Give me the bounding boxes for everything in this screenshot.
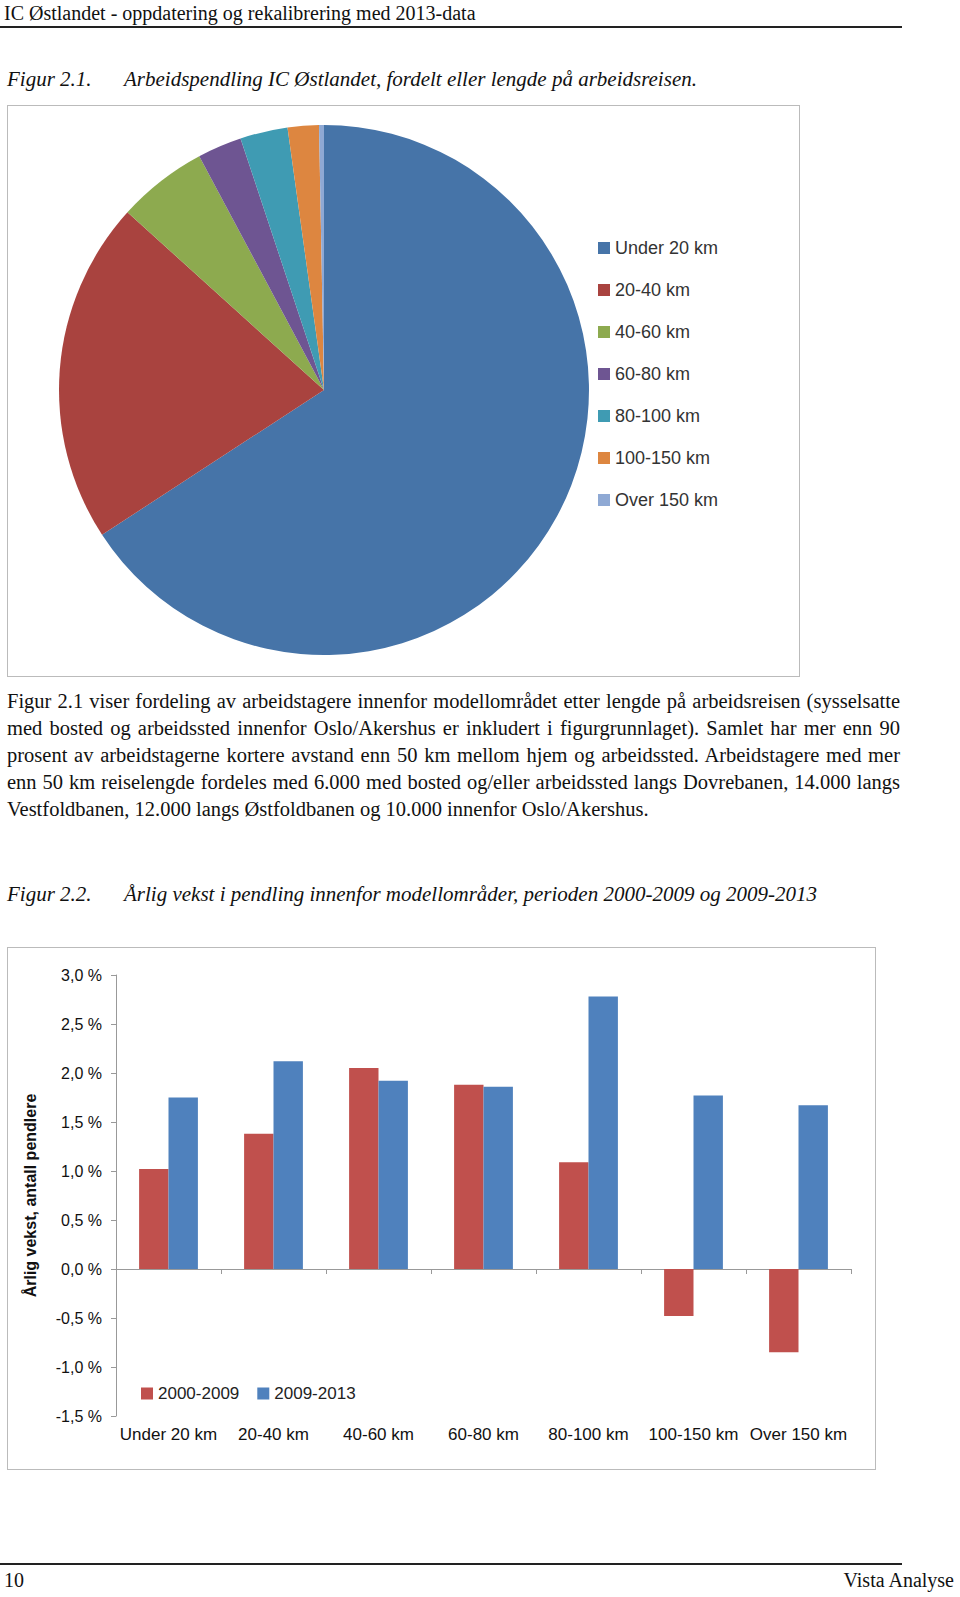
- svg-text:0,5 %: 0,5 %: [61, 1212, 102, 1229]
- html-text:Vista Analyse: Vista Analyse: [843, 1569, 954, 1591]
- svg-text:20-40 km: 20-40 km: [238, 1425, 309, 1444]
- html-text:Figur 2.2.: Figur 2.2.: [7, 882, 92, 906]
- html-text:Arbeidspendling IC Østlandet,: Arbeidspendling IC Østlandet, fordelt el…: [124, 67, 697, 91]
- svg-text:1,0 %: 1,0 %: [61, 1163, 102, 1180]
- svg-text:2,5 %: 2,5 %: [61, 1016, 102, 1033]
- svg-text:-1,5 %: -1,5 %: [56, 1408, 102, 1425]
- html-text:Årlig vekst i pendling innenfo: Årlig vekst i pendling innenfor modellom…: [124, 882, 817, 906]
- svg-text:1,5 %: 1,5 %: [61, 1114, 102, 1131]
- svg-text:80-100 km: 80-100 km: [548, 1425, 628, 1444]
- svg-text:20-40 km: 20-40 km: [615, 280, 690, 300]
- svg-text:Under 20 km: Under 20 km: [120, 1425, 217, 1444]
- svg-text:-0,5 %: -0,5 %: [56, 1310, 102, 1327]
- html-text:IC Østlandet - oppdatering og: IC Østlandet - oppdatering og rekalibrer…: [4, 2, 476, 24]
- svg-text:Årlig vekst, antall pendlere: Årlig vekst, antall pendlere: [21, 1094, 39, 1298]
- svg-text:2009-2013: 2009-2013: [274, 1384, 355, 1403]
- svg-text:3,0 %: 3,0 %: [61, 967, 102, 984]
- svg-text:Over 150 km: Over 150 km: [615, 490, 718, 510]
- svg-text:Under 20 km: Under 20 km: [615, 238, 718, 258]
- svg-text:80-100 km: 80-100 km: [615, 406, 700, 426]
- html-text:Figur 2.1.: Figur 2.1.: [7, 67, 92, 91]
- html-text:10: 10: [4, 1569, 24, 1591]
- svg-text:40-60 km: 40-60 km: [615, 322, 690, 342]
- svg-text:2000-2009: 2000-2009: [158, 1384, 239, 1403]
- svg-text:-1,0 %: -1,0 %: [56, 1359, 102, 1376]
- svg-text:2,0 %: 2,0 %: [61, 1065, 102, 1082]
- svg-text:60-80 km: 60-80 km: [448, 1425, 519, 1444]
- svg-text:100-150 km: 100-150 km: [649, 1425, 739, 1444]
- svg-text:60-80 km: 60-80 km: [615, 364, 690, 384]
- svg-text:40-60 km: 40-60 km: [343, 1425, 414, 1444]
- svg-text:100-150 km: 100-150 km: [615, 448, 710, 468]
- svg-text:Over 150 km: Over 150 km: [750, 1425, 847, 1444]
- html-text:Figur 2.1 viser fordeling av a: Figur 2.1 viser fordeling av arbeidstage…: [7, 690, 900, 820]
- svg-text:0,0 %: 0,0 %: [61, 1261, 102, 1278]
